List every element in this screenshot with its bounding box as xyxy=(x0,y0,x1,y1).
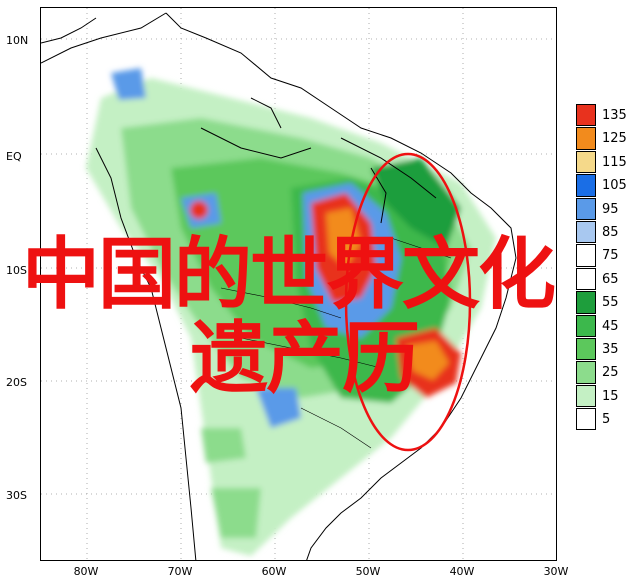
lat-label-20s: 20S xyxy=(6,376,27,389)
legend-row: 135 xyxy=(576,104,627,127)
coastline xyxy=(41,12,517,560)
lon-label-70w: 70W xyxy=(167,565,193,578)
legend-swatch xyxy=(576,197,596,220)
legend-value-label: 135 xyxy=(602,108,627,123)
legend-swatch xyxy=(576,127,596,150)
legend-swatch xyxy=(576,337,596,361)
legend-value-label: 115 xyxy=(602,154,627,170)
legend-swatch xyxy=(576,384,596,408)
legend-value-label: 45 xyxy=(602,318,619,334)
legend-row: 95 xyxy=(576,197,619,221)
legend-swatch xyxy=(576,408,596,431)
legend-row: 35 xyxy=(576,337,619,361)
legend-value-label: 5 xyxy=(602,412,611,428)
lon-label-80w: 80W xyxy=(73,565,99,578)
overlay-text-line1: 中国的世界文化 xyxy=(22,230,556,320)
legend-row: 5 xyxy=(576,408,610,431)
state-borders xyxy=(220,237,452,449)
legend-swatch xyxy=(576,174,596,197)
legend-row: 85 xyxy=(576,220,619,244)
lat-label-30s: 30S xyxy=(6,489,27,502)
legend-value-label: 85 xyxy=(602,224,619,240)
highlight-circle xyxy=(344,152,472,452)
overlay-text-line2: 遗产历 xyxy=(190,314,420,404)
legend-value-label: 35 xyxy=(602,341,619,357)
legend-swatch xyxy=(576,291,596,314)
legend-row: 115 xyxy=(576,150,627,174)
legend-row: 125 xyxy=(576,127,627,150)
legend-value-label: 105 xyxy=(602,178,627,194)
legend-swatch xyxy=(576,361,596,384)
color-legend: 135 125 115 105 95 85 75 65 55 45 35 25 15 5 xyxy=(576,104,627,431)
legend-value-label: 125 xyxy=(602,131,627,147)
lat-label-10n: 10N xyxy=(6,34,29,47)
lat-label-10s: 10S xyxy=(6,264,27,277)
legend-value-label: 65 xyxy=(602,271,619,287)
legend-swatch xyxy=(576,150,596,174)
lon-label-40w: 40W xyxy=(449,565,475,578)
legend-row: 75 xyxy=(576,244,619,267)
lon-label-30w: 30W xyxy=(543,565,569,578)
legend-value-label: 95 xyxy=(602,201,619,217)
legend-swatch xyxy=(576,104,596,127)
legend-swatch xyxy=(576,220,596,244)
legend-row: 25 xyxy=(576,361,619,384)
legend-row: 65 xyxy=(576,267,619,291)
legend-value-label: 55 xyxy=(602,295,619,311)
legend-swatch xyxy=(576,267,596,291)
lat-label-eq: EQ xyxy=(6,150,22,163)
lon-label-50w: 50W xyxy=(355,565,381,578)
legend-row: 15 xyxy=(576,384,619,408)
map-panel xyxy=(40,7,557,561)
precip-shading xyxy=(86,68,496,556)
legend-row: 105 xyxy=(576,174,627,197)
legend-value-label: 25 xyxy=(602,365,619,381)
legend-row: 55 xyxy=(576,291,619,314)
legend-value-label: 75 xyxy=(602,248,619,264)
legend-swatch xyxy=(576,244,596,267)
legend-value-label: 15 xyxy=(602,388,619,404)
legend-row: 45 xyxy=(576,314,619,338)
legend-swatch xyxy=(576,314,596,337)
lon-label-60w: 60W xyxy=(261,565,287,578)
map-svg xyxy=(41,8,556,560)
